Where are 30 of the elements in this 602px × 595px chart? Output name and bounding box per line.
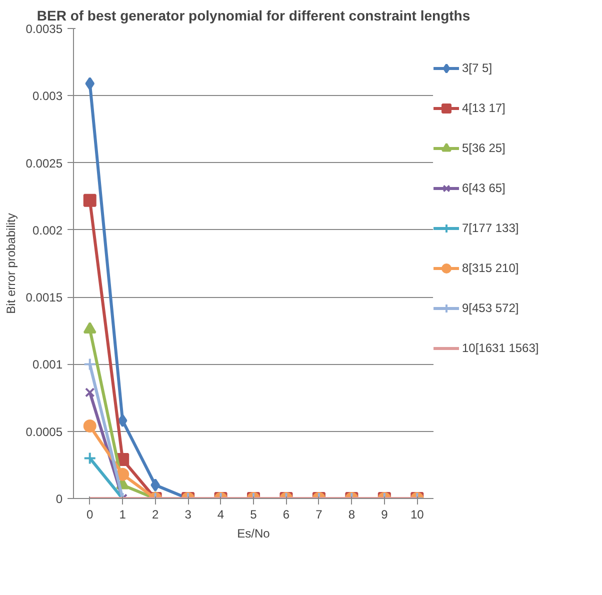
legend-label: 9[453 572] <box>462 301 519 315</box>
legend-label: 8[315 210] <box>462 261 519 275</box>
x-tick-label: 2 <box>152 508 159 522</box>
y-axis-title: Bit error probability <box>4 213 18 314</box>
x-tick-label: 3 <box>184 508 192 522</box>
legend-label: 4[13 17] <box>462 101 506 115</box>
legend-label: 7[177 133] <box>462 221 519 235</box>
x-tick-label: 6 <box>282 508 290 522</box>
x-tick-label: 8 <box>348 508 356 522</box>
y-tick-label: 0.0015 <box>26 290 63 305</box>
legend-label: 10[1631 1563] <box>462 341 539 355</box>
x-tick-label: 4 <box>217 508 224 522</box>
y-tick-label: 0 <box>56 492 63 506</box>
x-tick-label: 5 <box>250 508 258 522</box>
x-axis-title: Es/No <box>237 526 270 540</box>
y-tick-label: 0.003 <box>32 89 63 104</box>
x-tick-label: 9 <box>381 508 388 522</box>
x-tick-label: 1 <box>119 508 126 522</box>
x-tick-label: 7 <box>316 508 323 522</box>
chart-title: BER of best generator polynomial for different constraint lengths <box>36 8 470 24</box>
y-tick-label: 0.002 <box>32 223 63 238</box>
y-tick-label: 0.0025 <box>26 156 63 170</box>
legend-label: 5[36 25] <box>462 141 506 155</box>
x-tick-label: 0 <box>86 508 94 522</box>
legend-label: 6[43 65] <box>462 181 506 195</box>
y-tick-label: 0.001 <box>32 358 63 372</box>
y-tick-label: 0.0035 <box>26 22 63 36</box>
legend-label: 3[7 5] <box>462 61 492 75</box>
y-tick-label: 0.0005 <box>26 424 63 439</box>
x-tick-label: 10 <box>410 508 424 522</box>
